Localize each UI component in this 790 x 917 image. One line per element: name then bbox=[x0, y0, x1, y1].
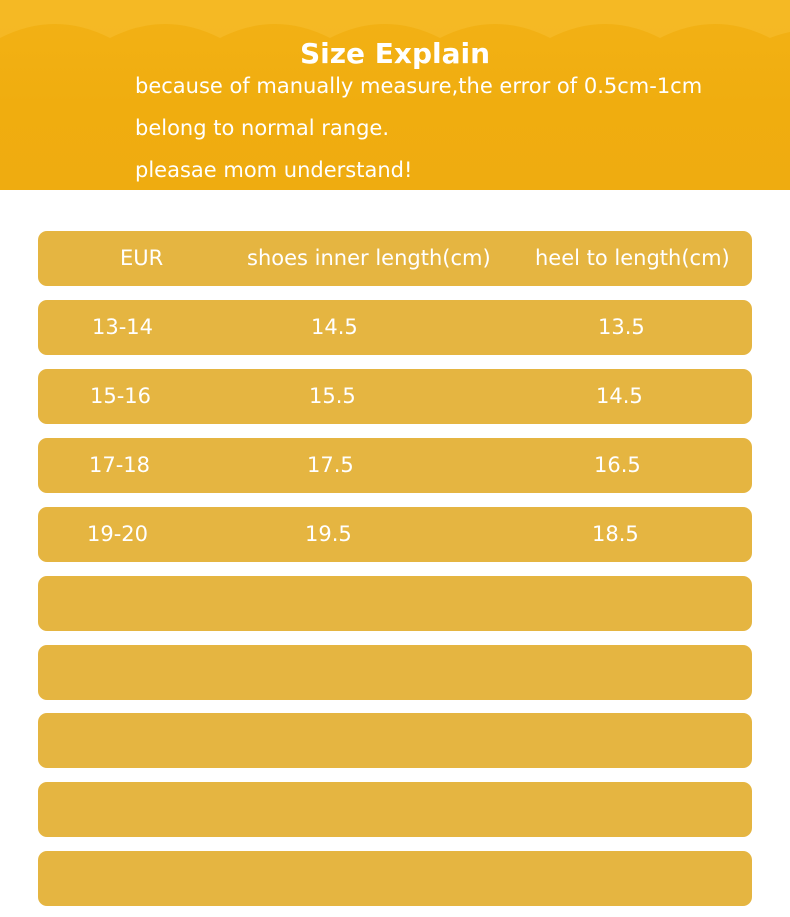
empty-row bbox=[38, 782, 752, 837]
cell-heel-length: 16.5 bbox=[594, 453, 641, 477]
cell-eur: 15-16 bbox=[90, 384, 152, 408]
cell-eur: 19-20 bbox=[87, 522, 149, 546]
empty-row bbox=[38, 645, 752, 700]
table-row: 15-16 15.5 14.5 bbox=[38, 369, 752, 424]
table-row: 19-20 19.5 18.5 bbox=[38, 507, 752, 562]
cell-heel-length: 13.5 bbox=[598, 315, 645, 339]
page-title: Size Explain bbox=[299, 37, 491, 70]
header-banner: Size Explain because of manually measure… bbox=[0, 0, 790, 190]
cell-heel-length: 14.5 bbox=[596, 384, 643, 408]
cell-inner-length: 17.5 bbox=[307, 453, 354, 477]
header-eur: EUR bbox=[120, 246, 164, 270]
table-row: 13-14 14.5 13.5 bbox=[38, 300, 752, 355]
cell-inner-length: 14.5 bbox=[311, 315, 358, 339]
cell-inner-length: 19.5 bbox=[305, 522, 352, 546]
table-header-row: EUR shoes inner length(cm) heel to lengt… bbox=[38, 231, 752, 286]
empty-row bbox=[38, 851, 752, 906]
note-line-1: because of manually measure,the error of… bbox=[135, 74, 703, 98]
empty-row bbox=[38, 576, 752, 631]
empty-row bbox=[38, 713, 752, 768]
cell-eur: 17-18 bbox=[89, 453, 151, 477]
cell-eur: 13-14 bbox=[92, 315, 154, 339]
note-line-2: belong to normal range. bbox=[135, 116, 389, 140]
header-heel-length: heel to length(cm) bbox=[535, 246, 730, 270]
scallop-decoration bbox=[0, 0, 790, 38]
note-line-3: pleasae mom understand! bbox=[135, 158, 413, 182]
table-row: 17-18 17.5 16.5 bbox=[38, 438, 752, 493]
header-inner-length: shoes inner length(cm) bbox=[247, 246, 491, 270]
cell-heel-length: 18.5 bbox=[592, 522, 639, 546]
cell-inner-length: 15.5 bbox=[309, 384, 356, 408]
